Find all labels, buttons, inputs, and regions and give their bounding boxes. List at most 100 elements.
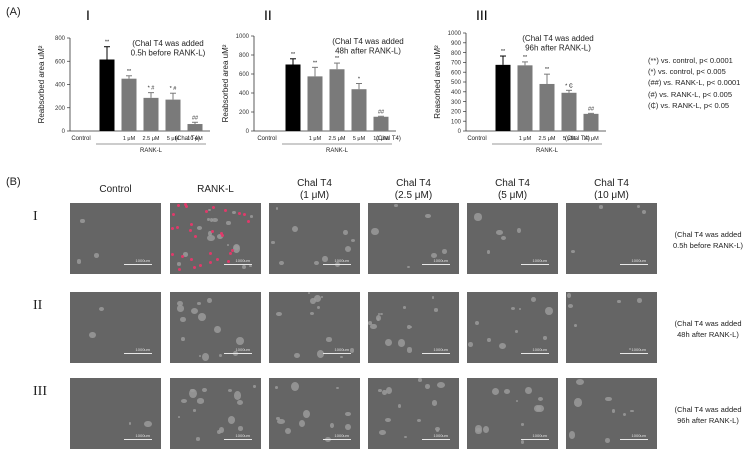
legend-line: (#) vs. RANK-L, p< 0.005 [648,89,732,99]
highlight-marker [223,208,227,212]
bar [121,78,137,131]
bar [187,124,203,131]
scale-bar [224,439,252,440]
resorption-pit [611,409,616,413]
x-tick-label: 10 μM [187,136,203,142]
bar [351,89,367,131]
micrograph-tile: 1000um [269,378,360,449]
resorption-pit [129,422,132,425]
resorption-pit [545,306,553,316]
x-tick-label: 2.5 μM [143,136,160,142]
micrograph-tile: 1000um [467,292,558,363]
resorption-pit [406,347,413,353]
highlight-marker [204,210,208,214]
resorption-pit [409,326,413,329]
scale-bar-label: 1000um [631,258,646,263]
resorption-pit [424,384,430,389]
bar [517,65,533,131]
scale-bar [521,439,549,440]
scale-bar-label: 1000um [334,347,349,352]
resorption-pit [382,389,387,396]
resorption-pit [316,305,321,310]
resorption-pit [605,396,613,402]
micrograph-tile: 1000um [566,292,657,363]
column-header: RANK-L [197,184,234,195]
resorption-pit [242,264,246,269]
resorption-pit [329,423,335,429]
significance-mark: ## [378,109,385,115]
resorption-pit [495,229,503,236]
resorption-pit [232,243,241,253]
micrograph-tile: 1000um [170,292,261,363]
x-tick-label: 5 μM [353,136,366,142]
y-tick-label: 200 [55,106,66,112]
panel-roman-label: III [476,7,488,23]
resorption-pit [531,297,536,303]
y-tick-label: 800 [239,53,250,59]
row-note: (Chal T4 was added 48h after RANK-L) [674,319,742,339]
scale-bar [124,439,152,440]
chart-note: (Chal T4 was added [332,37,403,46]
y-tick-label: 400 [239,91,250,97]
resorption-pit [326,337,332,342]
y-tick-label: 0 [246,129,250,135]
resorption-pit [275,416,280,421]
column-header: Chal T4 (2.5 μM) [394,178,433,201]
resorption-pit [76,259,82,264]
y-tick-label: 800 [451,51,462,57]
x-tick-label: 2.5 μM [329,136,346,142]
resorption-pit [238,426,244,431]
highlight-marker [170,226,174,230]
resorption-pit [482,426,489,434]
resorption-pit [515,399,518,402]
micrograph-tile: 1000um [170,203,261,274]
legend-line: (**) vs. control, p< 0.0001 [648,56,733,65]
resorption-pit [199,354,202,357]
resorption-pit [404,435,407,438]
micrograph-tile: 1000um [566,203,657,274]
resorption-pit [197,225,203,230]
scale-bar [521,353,549,354]
resorption-pit [345,411,352,417]
highlight-marker [180,255,184,259]
y-tick-label: 1000 [448,31,462,37]
resorption-pit [433,308,439,313]
bar [495,64,511,131]
bar [561,92,577,131]
scale-bar-label: 1000um [433,433,448,438]
resorption-pit [598,205,604,209]
resorption-pit [491,387,499,396]
unit-label: (Chal T4) [175,136,200,142]
resorption-pit [386,387,393,395]
chart-note: (Chal T4 was added [522,34,593,43]
resorption-pit [190,388,195,393]
resorption-pit [302,410,310,419]
resorption-pit [403,306,406,309]
x-tick-label: Control [257,136,276,142]
resorption-pit [190,307,199,314]
scale-bar [323,439,351,440]
highlight-marker [208,251,212,255]
resorption-pit [416,419,422,423]
highlight-marker [216,257,220,261]
x-tick-label: 1 μM [519,136,532,142]
significance-mark: ** [523,55,528,61]
resorption-pit [435,426,441,432]
highlight-marker [192,266,196,270]
resorption-pit [487,338,491,343]
y-tick-label: 1000 [236,34,250,40]
resorption-pit [515,329,519,334]
column-header: Chal T4 (10 μM) [594,178,629,201]
resorption-pit [537,396,543,401]
resorption-pit [345,246,352,253]
resorption-pit [571,250,576,254]
resorption-pit [227,244,230,247]
resorption-pit [180,316,186,323]
resorption-pit [520,439,525,445]
significance-mark: ** [501,49,506,55]
resorption-pit [316,350,324,359]
bar [539,83,555,131]
unit-label: (Chal T4) [565,136,590,142]
scale-bar-label: 1000um [135,347,150,352]
resorption-pit [193,409,197,412]
